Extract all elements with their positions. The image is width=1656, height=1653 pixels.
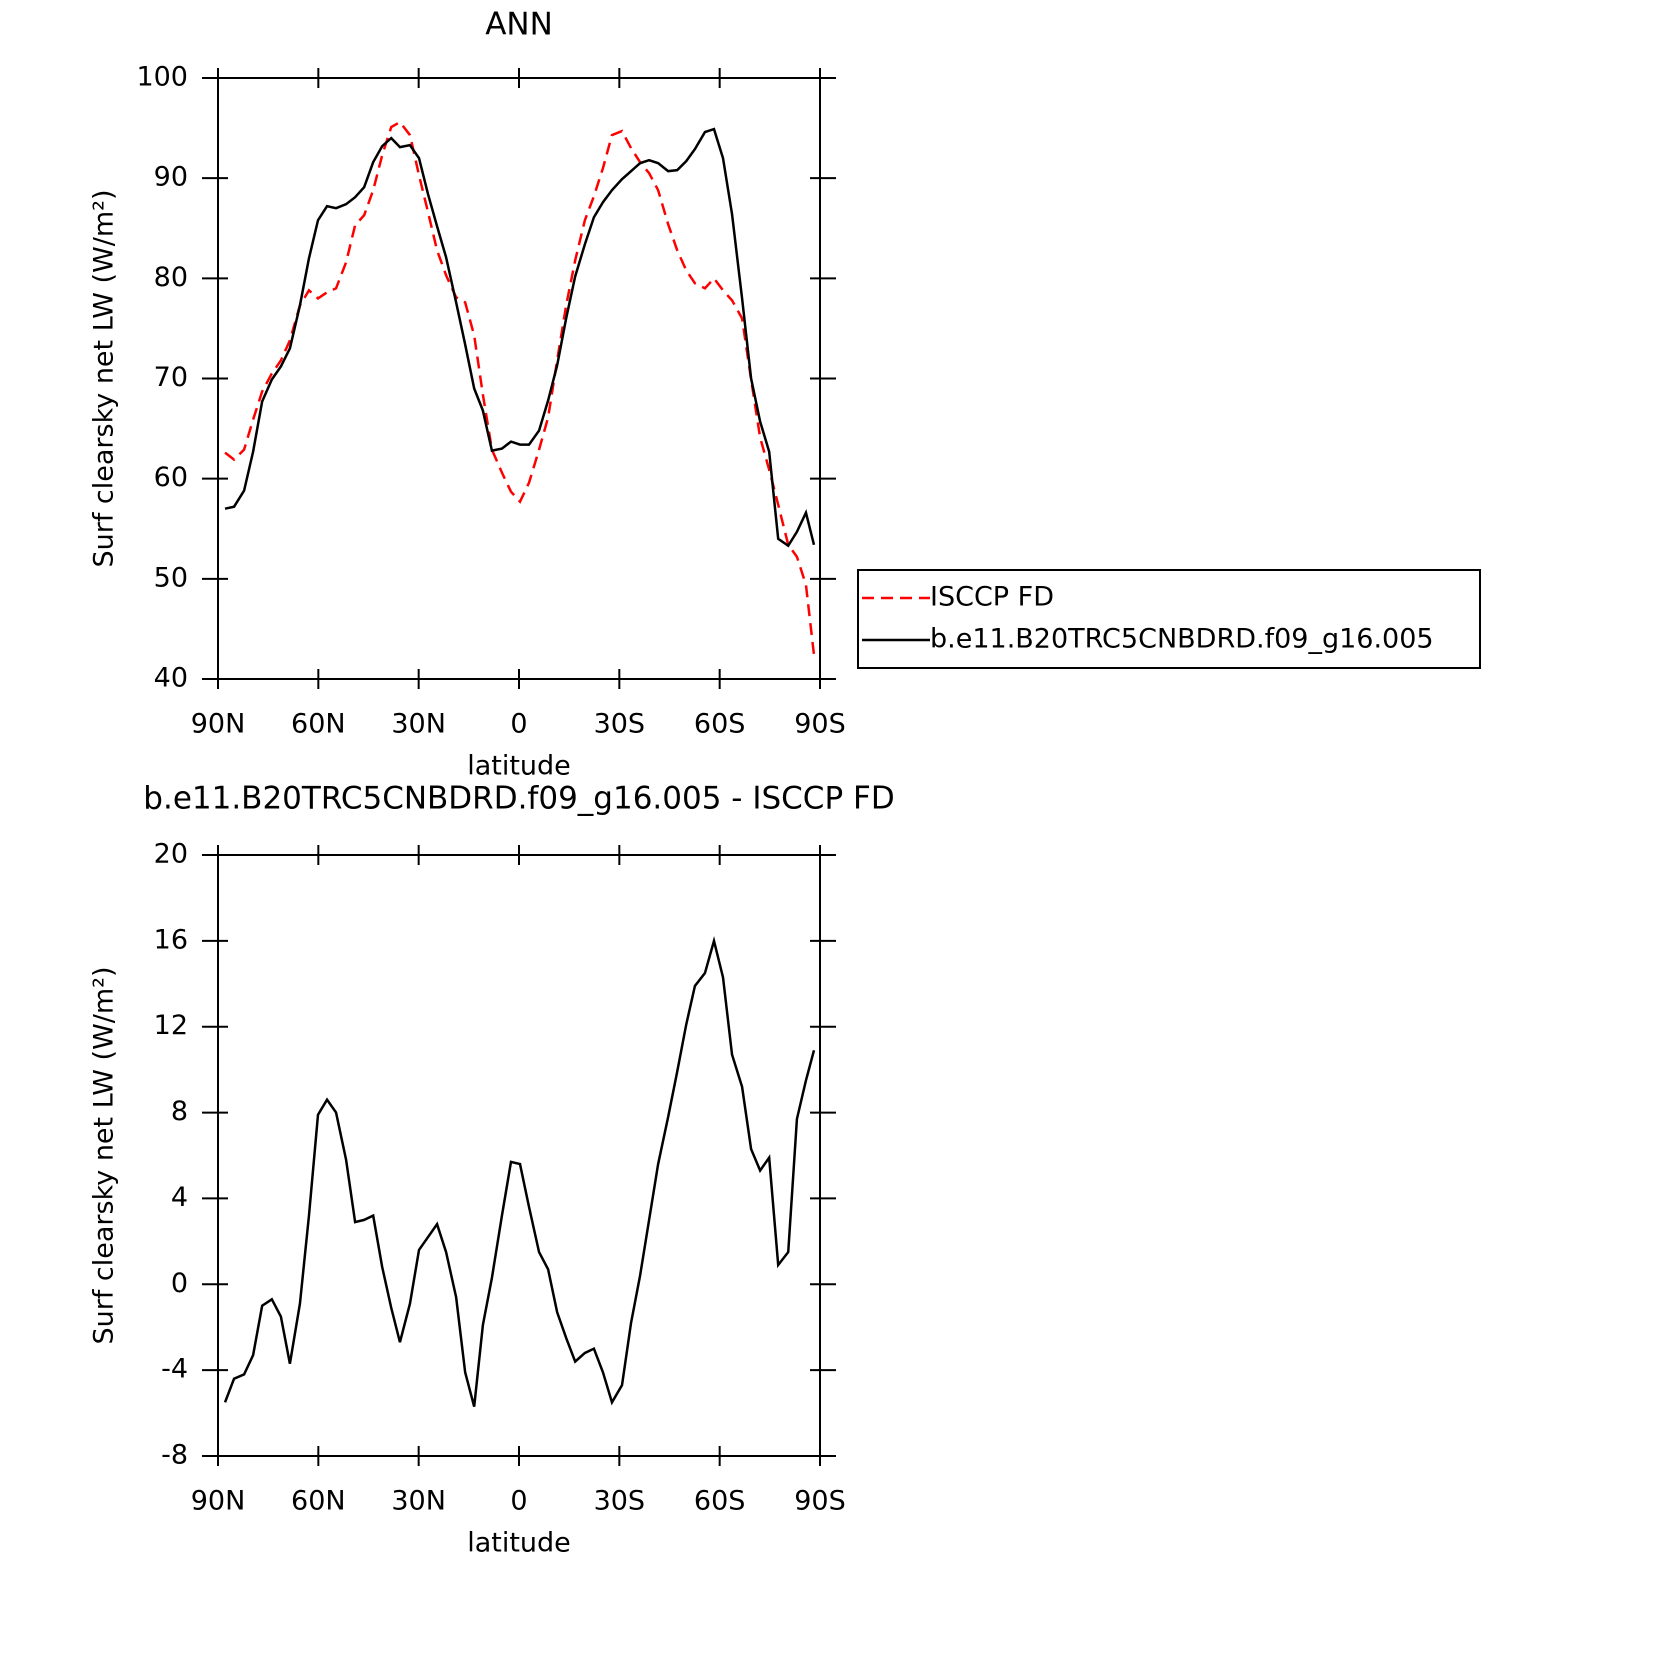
x-tick-label: 0 (510, 709, 527, 740)
chart-title: b.e11.B20TRC5CNBDRD.f09_g16.005 - ISCCP … (143, 781, 894, 817)
y-tick-label: 0 (171, 1268, 188, 1299)
x-tick-label: 60S (694, 1486, 746, 1517)
x-axis-label: latitude (467, 1528, 571, 1559)
y-axis-label: Surf clearsky net LW (W/m²) (89, 189, 120, 567)
y-tick-label: 8 (171, 1096, 188, 1127)
x-tick-label: 90N (191, 709, 246, 740)
y-tick-label: 70 (154, 362, 188, 393)
x-tick-label: 60S (694, 709, 746, 740)
x-tick-label: 30N (391, 709, 446, 740)
y-tick-label: 60 (154, 462, 188, 493)
x-tick-label: 60N (291, 709, 346, 740)
y-tick-label: 90 (154, 162, 188, 193)
legend-label: b.e11.B20TRC5CNBDRD.f09_g16.005 (930, 624, 1434, 655)
x-tick-label: 90S (794, 709, 846, 740)
x-tick-label: 90N (191, 1486, 246, 1517)
legend-label: ISCCP FD (930, 582, 1054, 613)
y-tick-label: -4 (161, 1354, 188, 1385)
x-tick-label: 30S (594, 709, 646, 740)
x-axis-label: latitude (467, 751, 571, 782)
y-tick-label: 40 (154, 663, 188, 694)
y-tick-label: -8 (161, 1440, 188, 1471)
plot-frame (217, 77, 821, 680)
legend-box (857, 569, 1481, 669)
y-tick-label: 20 (154, 839, 188, 870)
x-tick-label: 0 (510, 1486, 527, 1517)
y-tick-label: 12 (154, 1010, 188, 1041)
chart-title: ANN (485, 7, 553, 43)
y-tick-label: 4 (171, 1182, 188, 1213)
y-tick-label: 16 (154, 924, 188, 955)
data-line (224, 127, 816, 548)
x-tick-label: 60N (291, 1486, 346, 1517)
plot-frame (217, 854, 821, 1457)
x-tick-label: 30S (594, 1486, 646, 1517)
data-line (224, 120, 816, 656)
x-tick-label: 30N (391, 1486, 446, 1517)
y-axis-label: Surf clearsky net LW (W/m²) (89, 966, 120, 1344)
x-tick-label: 90S (794, 1486, 846, 1517)
y-tick-label: 50 (154, 562, 188, 593)
y-tick-label: 100 (136, 62, 188, 93)
data-line (223, 935, 816, 1407)
y-tick-label: 80 (154, 262, 188, 293)
